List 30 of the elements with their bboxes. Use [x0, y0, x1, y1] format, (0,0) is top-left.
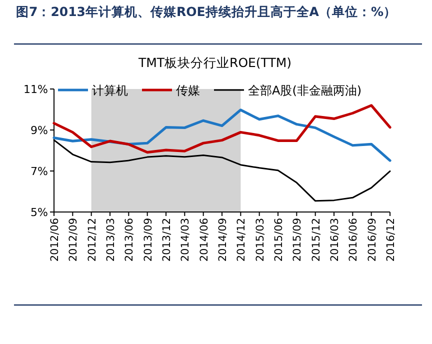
x-tick-label: 2016/09 — [366, 218, 378, 262]
legend-label: 计算机 — [92, 84, 128, 98]
x-tick-label: 2014/09 — [217, 218, 229, 262]
x-tick-label: 2016/12 — [385, 218, 397, 262]
x-tick-label: 2014/12 — [236, 218, 248, 262]
x-tick-label: 2015/12 — [310, 218, 322, 262]
y-tick-label: 7% — [30, 165, 48, 178]
x-tick-label: 2013/06 — [124, 218, 136, 262]
x-tick-label: 2015/06 — [273, 218, 285, 262]
x-tick-label: 2015/09 — [292, 218, 304, 262]
x-tick-label: 2013/09 — [142, 218, 154, 262]
x-tick-label: 2012/06 — [49, 218, 61, 262]
x-tick-label: 2012/12 — [86, 218, 98, 262]
x-tick-label: 2015/03 — [254, 218, 266, 262]
x-tick-label: 2014/06 — [198, 218, 210, 262]
y-tick-label: 5% — [30, 206, 48, 219]
y-tick-label: 9% — [30, 124, 48, 137]
chart-subtitle: TMT板块分行业ROE(TTM) — [137, 55, 292, 70]
x-tick-label: 2013/12 — [161, 218, 173, 262]
x-tick-label: 2016/03 — [329, 218, 341, 262]
y-tick-label: 11% — [24, 83, 48, 96]
x-tick-label: 2014/03 — [180, 218, 192, 262]
line-series — [52, 104, 392, 154]
legend-label: 全部A股(非金融两油) — [248, 84, 362, 98]
legend-label: 传媒 — [176, 84, 200, 98]
chart-title: 图7：2013年计算机、传媒ROE持续抬升且高于全A（单位：%） — [16, 4, 396, 19]
x-tick-label: 2016/06 — [348, 218, 360, 262]
x-tick-label: 2012/09 — [68, 218, 80, 262]
line-series — [52, 108, 392, 162]
x-tick-label: 2013/03 — [105, 218, 117, 262]
